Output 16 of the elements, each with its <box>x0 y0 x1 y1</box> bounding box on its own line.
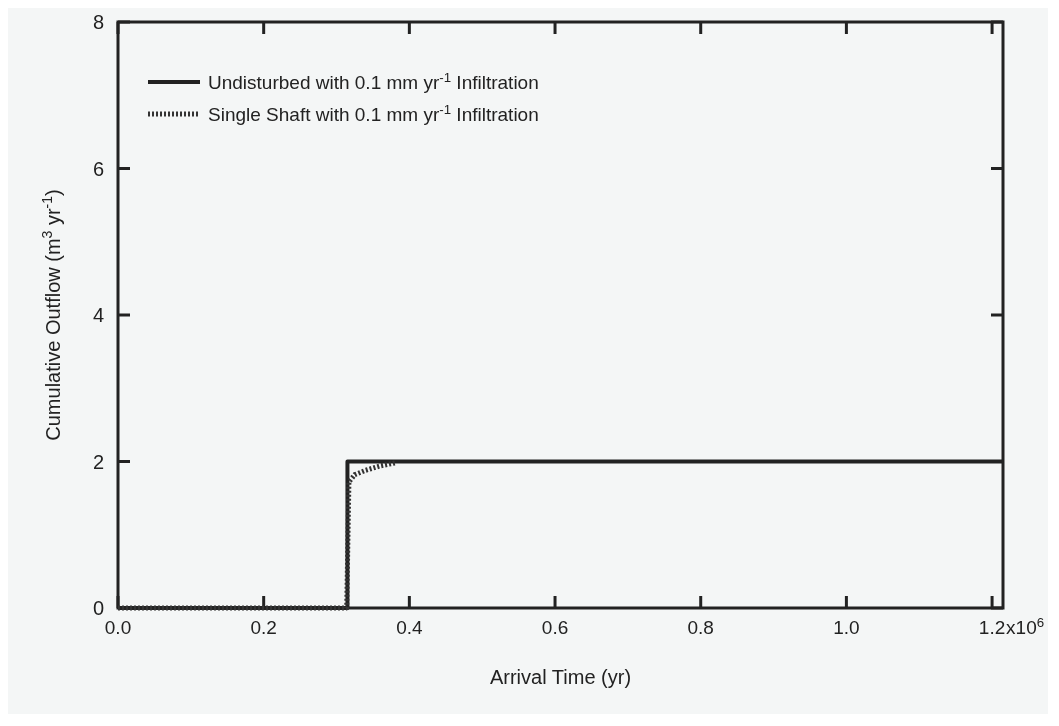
y-tick-label: 0 <box>92 597 104 619</box>
legend-label: Single Shaft with 0.1 mm yr$^{-1}$ Infiltration <box>208 101 539 125</box>
x-tick-label: 1.0 <box>833 617 860 638</box>
y-tick-label: 6 <box>92 157 104 180</box>
y-tick-label: 2 <box>92 450 104 473</box>
text: x10$^{6}$ <box>1006 614 1045 638</box>
x-axis-title: Arrival Time (yr) <box>489 666 632 688</box>
legend-label: Undisturbed with 0.1 mm yr$^{-1}$ Infiltration <box>208 69 539 93</box>
x-tick-label: 0.6 <box>541 617 569 638</box>
x-tick-label: 1.2 <box>978 617 1006 638</box>
y-tick-label: 8 <box>92 11 104 33</box>
y-tick-label: 4 <box>92 304 104 326</box>
x-tick-label: 0.2 <box>250 617 277 638</box>
x-tick-label: 0.8 <box>687 617 714 638</box>
x-tick-label: 0.4 <box>396 617 423 638</box>
x-tick-label: 0.0 <box>104 617 132 638</box>
